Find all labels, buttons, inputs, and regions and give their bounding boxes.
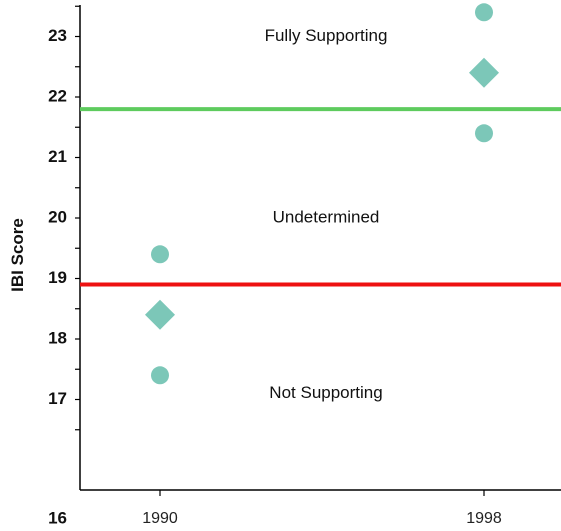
data-point-circle xyxy=(475,3,493,22)
data-point-circle xyxy=(151,245,169,264)
x-tick-label: 1998 xyxy=(466,510,502,527)
axes: 16171819202122232419901998 xyxy=(48,5,561,527)
x-tick-label: 1990 xyxy=(142,510,178,527)
data-point-circle xyxy=(475,124,493,143)
y-tick-label: 19 xyxy=(48,268,67,287)
y-tick-label: 23 xyxy=(48,26,67,45)
y-tick-label: 17 xyxy=(48,389,67,408)
reference-lines xyxy=(80,107,561,287)
y-axis-title: IBI Score xyxy=(8,218,27,292)
region-label: Not Supporting xyxy=(269,383,382,402)
data-point-diamond xyxy=(469,57,499,88)
y-tick-label: 16 xyxy=(48,508,67,527)
region-labels: Fully Supporting Undetermined Not Supporti… xyxy=(265,26,388,402)
data-marks xyxy=(145,3,499,385)
data-point-diamond xyxy=(145,299,175,330)
data-point-circle xyxy=(151,366,169,385)
y-tick-label: 20 xyxy=(48,207,67,226)
region-label: Undetermined xyxy=(273,207,380,226)
y-tick-label: 22 xyxy=(48,86,67,105)
y-tick-label: 18 xyxy=(48,328,67,347)
y-tick-label: 21 xyxy=(48,147,67,166)
region-label: Fully Supporting xyxy=(265,26,388,45)
